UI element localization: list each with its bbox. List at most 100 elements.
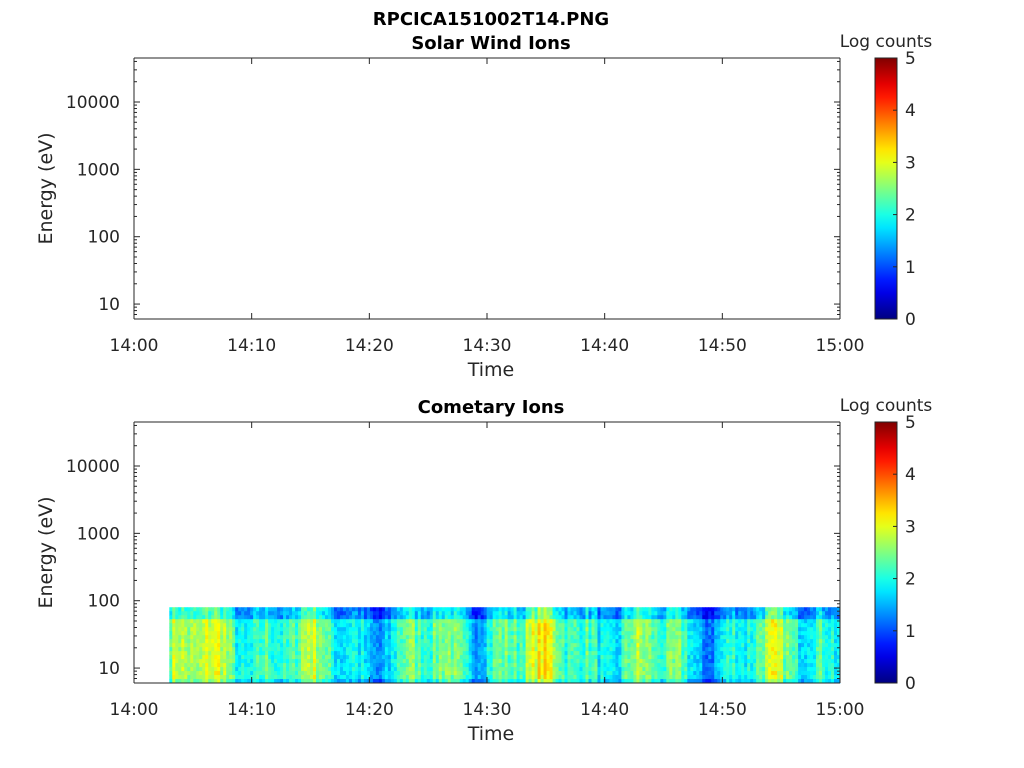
spectrogram-cell: [226, 675, 230, 680]
spectrogram-cell: [354, 675, 359, 680]
spectrogram-cell: [214, 671, 218, 676]
spectrogram-cell: [327, 679, 332, 684]
spectrogram-cell: [259, 611, 263, 616]
spectrogram-cell: [687, 615, 691, 620]
spectrogram-cell: [486, 663, 491, 668]
spectrogram-cell: [268, 615, 272, 620]
spectrogram-cell: [558, 663, 562, 668]
spectrogram-cell: [265, 643, 269, 648]
spectrogram-cell: [366, 619, 371, 624]
spectrogram-cell: [810, 611, 814, 616]
spectrogram-cell: [645, 659, 649, 664]
spectrogram-cell: [330, 671, 335, 676]
spectrogram-cell: [486, 615, 491, 620]
spectrogram-cell: [193, 623, 197, 628]
spectrogram-cell: [456, 651, 461, 656]
spectrogram-cell: [325, 655, 329, 660]
spectrogram-cell: [819, 635, 823, 640]
spectrogram-cell: [627, 671, 631, 676]
spectrogram-cell: [316, 607, 320, 612]
spectrogram-cell: [606, 635, 610, 640]
spectrogram-cell: [369, 667, 374, 672]
spectrogram-cell: [816, 607, 820, 612]
spectrogram-cell: [301, 663, 305, 668]
spectrogram-cell: [591, 635, 595, 640]
spectrogram-cell: [651, 607, 655, 612]
spectrogram-cell: [435, 647, 440, 652]
spectrogram-cell: [672, 631, 676, 636]
spectrogram-cell: [774, 627, 778, 632]
spectrogram-cell: [184, 639, 188, 644]
spectrogram-cell: [810, 663, 814, 668]
spectrogram-cell: [618, 619, 622, 624]
spectrogram-cell: [450, 675, 455, 680]
spectrogram-cell: [411, 667, 416, 672]
spectrogram-cell: [540, 675, 544, 680]
spectrogram-cell: [399, 663, 404, 668]
spectrogram-cell: [304, 679, 308, 684]
spectrogram-cell: [660, 675, 664, 680]
spectrogram-cell: [477, 635, 482, 640]
spectrogram-cell: [726, 607, 730, 612]
spectrogram-cell: [585, 615, 589, 620]
spectrogram-cell: [310, 651, 314, 656]
spectrogram-cell: [175, 679, 179, 684]
spectrogram-cell: [807, 671, 811, 676]
spectrogram-cell: [750, 679, 754, 684]
spectrogram-cell: [345, 655, 350, 660]
spectrogram-cell: [456, 619, 461, 624]
spectrogram-cell: [627, 655, 631, 660]
spectrogram-cell: [540, 647, 544, 652]
spectrogram-cell: [262, 635, 266, 640]
spectrogram-cell: [606, 615, 610, 620]
spectrogram-cell: [807, 619, 811, 624]
spectrogram-cell: [648, 611, 652, 616]
spectrogram-cell: [708, 619, 712, 624]
spectrogram-cell: [217, 615, 221, 620]
spectrogram-cell: [720, 607, 724, 612]
spectrogram-cell: [184, 675, 188, 680]
spectrogram-cell: [414, 675, 419, 680]
spectrogram-cell: [396, 643, 401, 648]
spectrogram-cell: [747, 647, 751, 652]
spectrogram-cell: [546, 679, 550, 684]
spectrogram-cell: [567, 679, 571, 684]
spectrogram-cell: [307, 607, 311, 612]
spectrogram-cell: [621, 627, 625, 632]
spectrogram-cell: [375, 611, 380, 616]
spectrogram-cell: [780, 663, 784, 668]
spectrogram-cell: [582, 627, 586, 632]
spectrogram-cell: [591, 659, 595, 664]
spectrogram-cell: [322, 631, 326, 636]
spectrogram-cell: [786, 619, 790, 624]
spectrogram-cell: [618, 679, 622, 684]
spectrogram-cell: [669, 619, 673, 624]
spectrogram-cell: [333, 627, 338, 632]
spectrogram-cell: [690, 675, 694, 680]
spectrogram-cell: [354, 655, 359, 660]
spectrogram-cell: [600, 627, 604, 632]
spectrogram-cell: [322, 659, 326, 664]
spectrogram-cell: [381, 635, 386, 640]
spectrogram-cell: [564, 655, 568, 660]
spectrogram-cell: [639, 663, 643, 668]
spectrogram-cell: [375, 647, 380, 652]
spectrogram-cell: [552, 623, 556, 628]
spectrogram-cell: [747, 671, 751, 676]
spectrogram-cell: [585, 651, 589, 656]
spectrogram-cell: [396, 607, 401, 612]
spectrogram-cell: [726, 655, 730, 660]
spectrogram-cell: [492, 607, 497, 612]
spectrogram-cell: [726, 675, 730, 680]
spectrogram-cell: [286, 631, 290, 636]
spectrogram-cell: [208, 639, 212, 644]
spectrogram-cell: [639, 635, 643, 640]
spectrogram-cell: [687, 619, 691, 624]
spectrogram-cell: [501, 639, 506, 644]
spectrogram-cell: [199, 675, 203, 680]
spectrogram-cell: [708, 679, 712, 684]
spectrogram-cell: [564, 607, 568, 612]
spectrogram-cell: [486, 635, 491, 640]
spectrogram-cell: [741, 671, 745, 676]
spectrogram-cell: [504, 659, 509, 664]
